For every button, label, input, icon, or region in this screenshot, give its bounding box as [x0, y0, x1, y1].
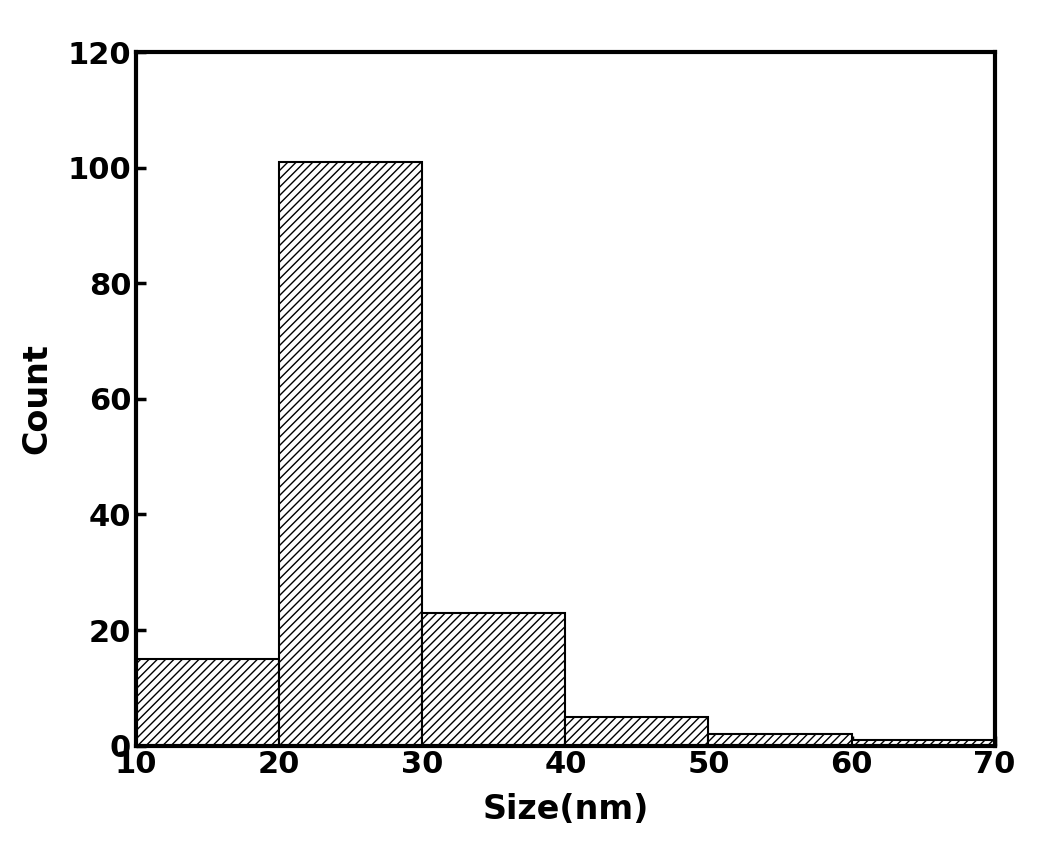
Bar: [422, 613, 565, 746]
Bar: [565, 717, 709, 746]
Bar: [709, 734, 851, 746]
Bar: [280, 162, 422, 746]
Bar: [136, 659, 280, 746]
X-axis label: Size(nm): Size(nm): [483, 793, 648, 826]
Bar: [851, 740, 995, 746]
Y-axis label: Count: Count: [21, 343, 53, 454]
